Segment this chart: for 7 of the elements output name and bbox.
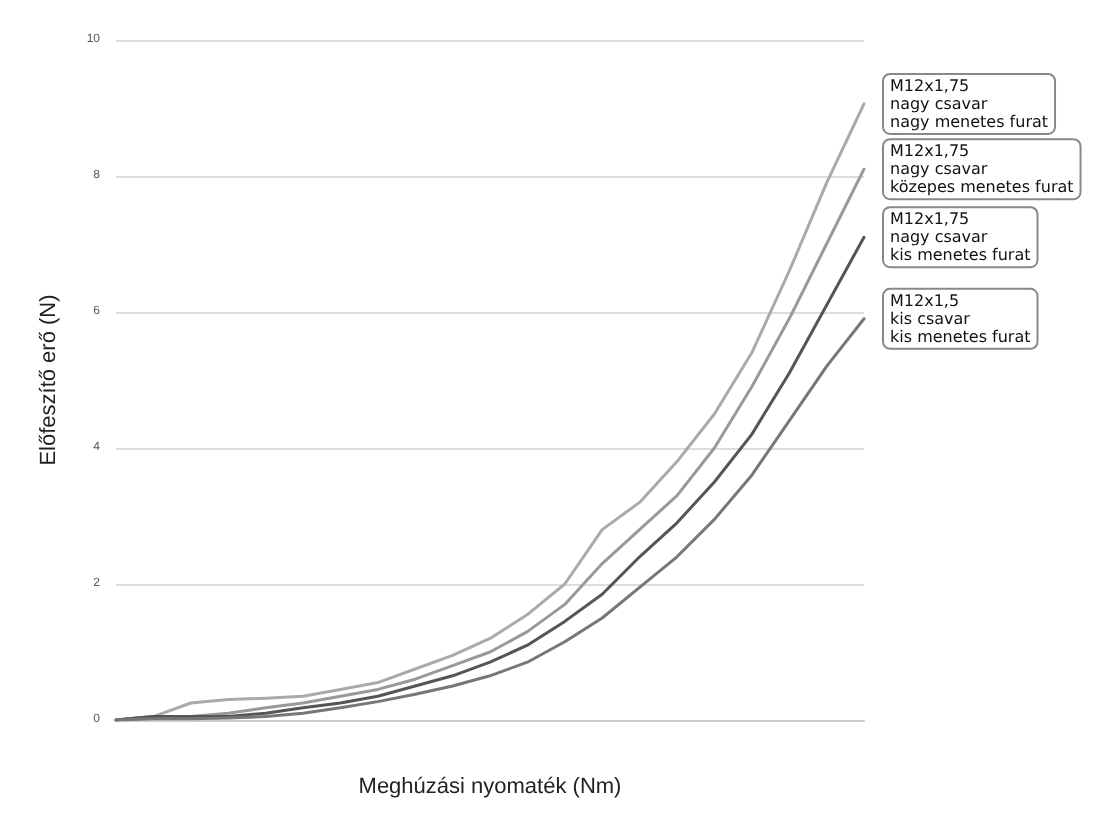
series-label: M12x1,75 nagy csavar kis menetes furat bbox=[890, 210, 1031, 265]
series-label: M12x1,5 kis csavar kis menetes furat bbox=[890, 291, 1031, 346]
y-axis-title: Előfeszítő erő (N) bbox=[37, 294, 61, 466]
x-axis-title: Meghúzási nyomaték (Nm) bbox=[358, 775, 622, 799]
series-label: M12x1,75 nagy csavar nagy menetes furat bbox=[890, 76, 1049, 131]
line-series bbox=[114, 317, 866, 722]
series-label: M12x1,75 nagy csavar közepes menetes furat bbox=[890, 142, 1074, 197]
